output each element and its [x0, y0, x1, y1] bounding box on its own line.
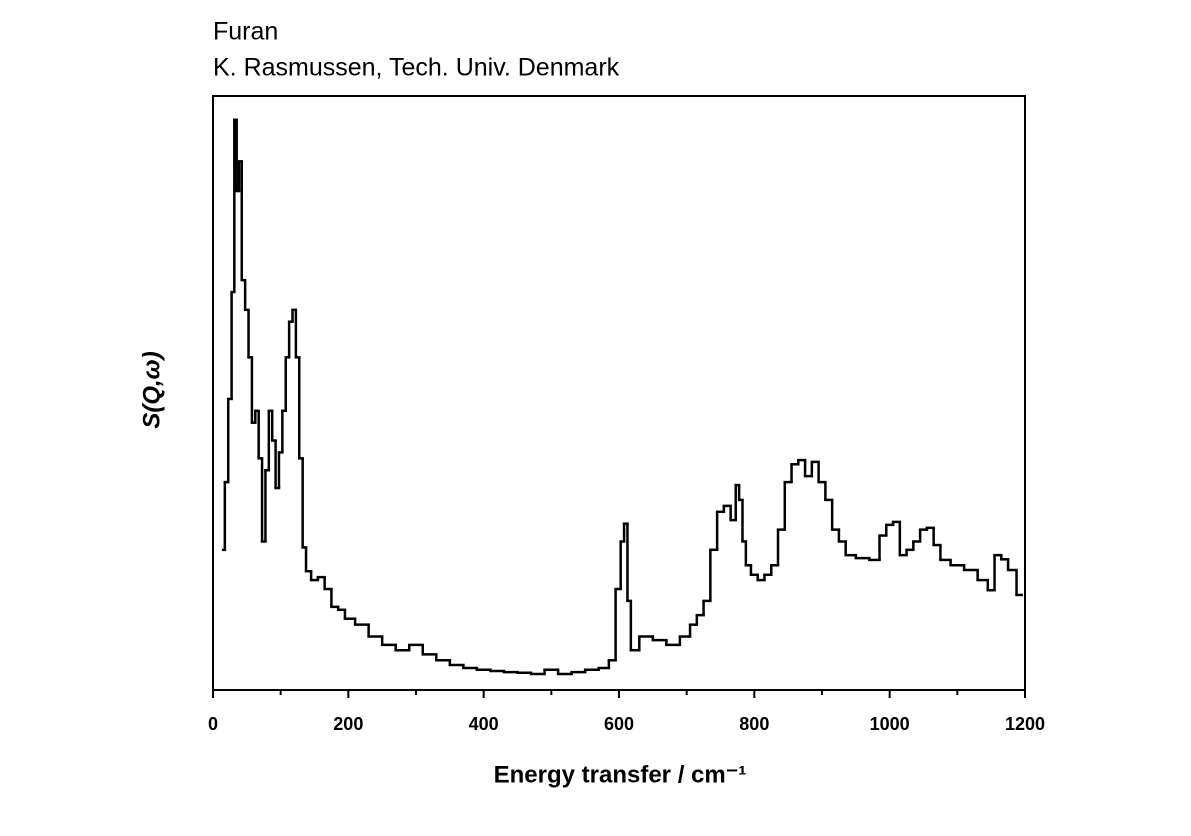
chart-title: Furan — [213, 18, 278, 46]
x-tick-label: 1200 — [1005, 714, 1045, 734]
x-axis-label: Energy transfer / cm⁻¹ — [494, 761, 747, 788]
x-tick-label: 200 — [333, 714, 363, 734]
x-tick-label: 600 — [604, 714, 634, 734]
x-tick-label: 800 — [739, 714, 769, 734]
y-axis-label: S(Q,ω) — [138, 351, 165, 428]
chart-subtitle: K. Rasmussen, Tech. Univ. Denmark — [213, 54, 620, 82]
plot-frame — [212, 95, 1026, 691]
x-tick-label: 0 — [208, 714, 218, 734]
x-tick-label: 1000 — [870, 714, 910, 734]
x-tick-label: 400 — [469, 714, 499, 734]
